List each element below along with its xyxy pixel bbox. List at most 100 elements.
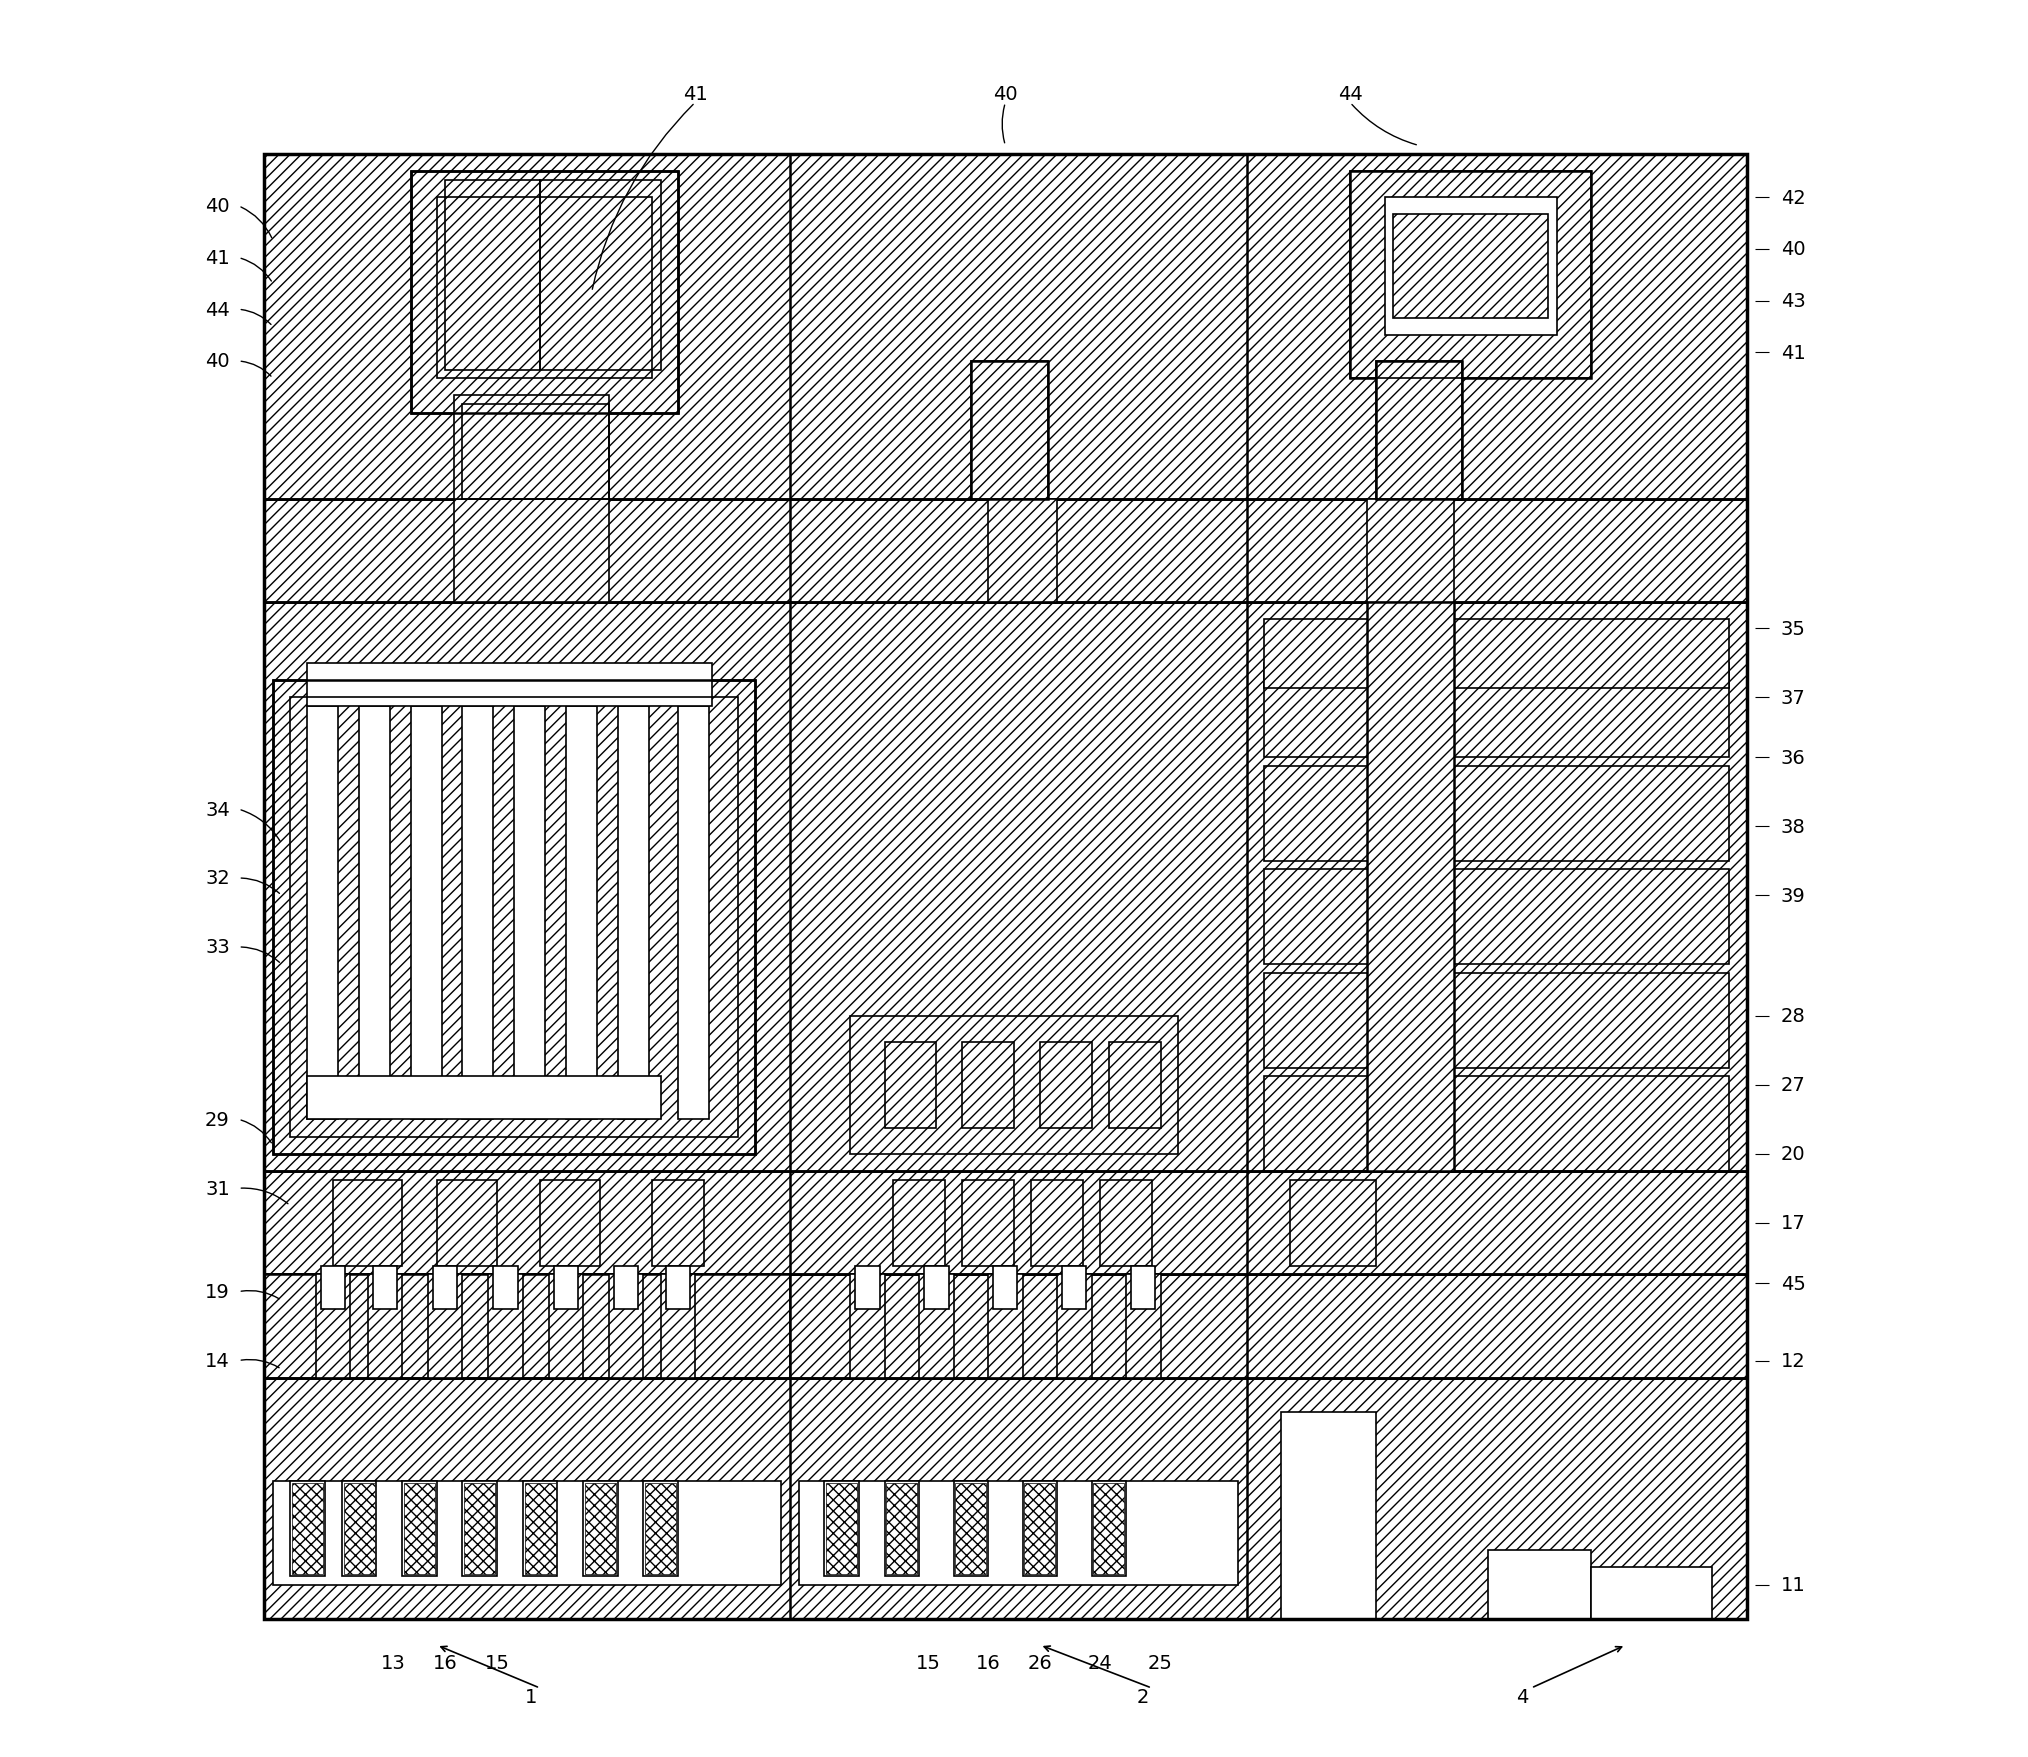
Bar xyxy=(412,172,677,413)
Text: 45: 45 xyxy=(1781,1274,1805,1293)
Bar xyxy=(955,1483,986,1574)
Bar xyxy=(963,1042,1014,1128)
Bar xyxy=(884,1481,919,1576)
Bar xyxy=(584,1481,619,1576)
Bar xyxy=(1093,1483,1124,1574)
Bar xyxy=(608,1274,643,1377)
Bar xyxy=(1375,362,1462,499)
Text: 29: 29 xyxy=(205,1110,229,1130)
Bar xyxy=(825,1481,860,1576)
Text: 14: 14 xyxy=(205,1351,229,1370)
Bar xyxy=(464,1483,495,1574)
Bar xyxy=(1393,216,1547,318)
Bar xyxy=(404,1483,434,1574)
Text: 43: 43 xyxy=(1781,292,1805,311)
Bar xyxy=(645,1483,675,1574)
Bar xyxy=(1091,1481,1126,1576)
Text: 31: 31 xyxy=(205,1179,229,1198)
Text: 38: 38 xyxy=(1781,817,1805,836)
Text: 15: 15 xyxy=(915,1653,941,1671)
Bar xyxy=(653,1181,704,1267)
Text: 26: 26 xyxy=(1028,1653,1053,1671)
Bar xyxy=(584,1483,617,1574)
Bar xyxy=(1290,1181,1375,1267)
Text: 37: 37 xyxy=(1781,689,1805,706)
Bar xyxy=(412,172,677,413)
Bar xyxy=(963,1181,1014,1267)
Text: 17: 17 xyxy=(1781,1214,1805,1232)
Bar xyxy=(264,155,1746,1620)
Bar xyxy=(290,1481,324,1576)
Bar xyxy=(925,1267,949,1309)
Bar xyxy=(1351,172,1592,380)
Bar xyxy=(971,362,1048,499)
Bar xyxy=(402,1481,436,1576)
Bar xyxy=(1282,1413,1375,1620)
Bar xyxy=(1263,766,1730,861)
Bar xyxy=(343,1483,375,1574)
Bar xyxy=(1099,1181,1152,1267)
Bar xyxy=(988,499,1057,603)
Bar xyxy=(343,1481,377,1576)
Bar xyxy=(1263,973,1730,1068)
Text: 4: 4 xyxy=(1517,1687,1529,1706)
Text: 2: 2 xyxy=(1138,1687,1150,1706)
Bar xyxy=(971,362,1048,499)
Bar xyxy=(661,1274,696,1377)
Bar xyxy=(373,1267,397,1309)
Bar xyxy=(1351,172,1592,380)
Bar xyxy=(919,1274,953,1377)
Bar xyxy=(1263,1077,1730,1172)
Bar xyxy=(436,1181,497,1267)
Bar xyxy=(462,1481,497,1576)
Text: 19: 19 xyxy=(205,1283,229,1302)
Bar xyxy=(523,1481,558,1576)
Bar xyxy=(850,1016,1178,1154)
Bar xyxy=(412,706,442,1119)
Bar xyxy=(554,1267,578,1309)
Bar xyxy=(1063,1267,1087,1309)
Bar xyxy=(264,155,1746,499)
Bar xyxy=(539,1181,600,1267)
Text: 40: 40 xyxy=(1781,241,1805,260)
Bar xyxy=(799,1481,1237,1585)
Bar xyxy=(884,1042,937,1128)
Text: 24: 24 xyxy=(1087,1653,1113,1671)
Bar xyxy=(308,1077,661,1119)
Text: 40: 40 xyxy=(994,86,1018,104)
Bar xyxy=(264,1377,1746,1620)
Bar xyxy=(434,1267,456,1309)
Bar xyxy=(264,1172,1746,1274)
Text: 20: 20 xyxy=(1781,1144,1805,1163)
Bar xyxy=(1489,1550,1592,1620)
Text: 39: 39 xyxy=(1781,886,1805,905)
Bar xyxy=(264,1274,791,1377)
Bar xyxy=(1057,1274,1091,1377)
Bar xyxy=(1367,603,1454,1172)
Text: 27: 27 xyxy=(1781,1075,1805,1095)
Text: 16: 16 xyxy=(975,1653,1000,1671)
Bar xyxy=(292,1483,322,1574)
Text: 40: 40 xyxy=(205,351,229,371)
Bar xyxy=(677,706,710,1119)
Bar xyxy=(308,706,339,1119)
Bar xyxy=(489,1274,523,1377)
Bar xyxy=(614,1267,639,1309)
Bar xyxy=(1367,499,1454,603)
Bar xyxy=(619,706,649,1119)
Text: 44: 44 xyxy=(1338,86,1363,104)
Bar xyxy=(359,706,389,1119)
Bar xyxy=(316,1274,351,1377)
Bar xyxy=(274,680,756,1154)
Bar xyxy=(1040,1042,1091,1128)
Bar xyxy=(566,706,596,1119)
Text: 15: 15 xyxy=(485,1653,509,1671)
Text: 35: 35 xyxy=(1781,618,1805,638)
Bar xyxy=(886,1483,917,1574)
Bar xyxy=(428,1274,462,1377)
Text: 44: 44 xyxy=(205,300,229,320)
Text: 42: 42 xyxy=(1781,188,1805,207)
Bar xyxy=(367,1274,402,1377)
Bar xyxy=(1030,1181,1083,1267)
Text: 41: 41 xyxy=(683,86,708,104)
